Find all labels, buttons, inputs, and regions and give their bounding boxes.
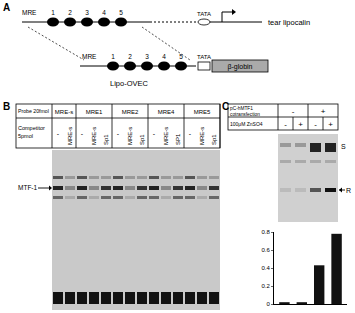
svg-text:-: -: [189, 130, 192, 137]
svg-text:MRE: MRE: [82, 53, 97, 60]
svg-text:MRE2: MRE2: [122, 109, 139, 115]
svg-text:3: 3: [145, 53, 149, 60]
svg-text:TATA: TATA: [197, 54, 211, 60]
svg-text:-: -: [314, 120, 317, 129]
svg-text:cotransfection: cotransfection: [230, 112, 260, 117]
svg-text:B: B: [3, 101, 10, 112]
svg-text:Lipo-OVEC: Lipo-OVEC: [110, 79, 149, 88]
svg-text:MTF-1: MTF-1: [18, 184, 38, 191]
svg-text:Sp1: Sp1: [211, 134, 217, 145]
svg-text:tear lipocalin: tear lipocalin: [268, 18, 310, 27]
svg-text:Sp1: Sp1: [139, 134, 145, 145]
svg-text:0.2: 0.2: [261, 283, 270, 289]
svg-text:MRE-s: MRE-s: [199, 127, 205, 145]
svg-text:Competitor: Competitor: [18, 125, 45, 131]
svg-text:-: -: [292, 107, 295, 116]
svg-text:+: +: [298, 120, 303, 129]
svg-text:S: S: [341, 143, 346, 150]
svg-text:MRE4: MRE4: [158, 109, 175, 115]
svg-text:0.8: 0.8: [261, 229, 270, 235]
svg-text:100μM ZnSO4: 100μM ZnSO4: [230, 121, 263, 127]
svg-text:MRE-s: MRE-s: [91, 127, 97, 145]
svg-text:Sp1: Sp1: [103, 134, 109, 145]
svg-text:1: 1: [51, 9, 55, 16]
svg-text:1: 1: [111, 53, 115, 60]
svg-text:4: 4: [102, 9, 106, 16]
svg-text:-: -: [57, 130, 60, 137]
svg-text:-: -: [153, 130, 156, 137]
svg-text:-: -: [284, 120, 287, 129]
svg-text:0: 0: [266, 301, 270, 307]
svg-text:5: 5: [119, 9, 123, 16]
svg-text:SP1: SP1: [175, 133, 181, 145]
svg-text:Probe 20fmol: Probe 20fmol: [18, 108, 49, 114]
svg-text:pC-hMTF1: pC-hMTF1: [230, 106, 253, 111]
svg-text:3: 3: [85, 9, 89, 16]
svg-text:5: 5: [179, 53, 183, 60]
svg-text:2: 2: [128, 53, 132, 60]
svg-text:MRE-s: MRE-s: [163, 127, 169, 145]
svg-text:+: +: [328, 120, 333, 129]
svg-text:MRE-s: MRE-s: [67, 127, 73, 145]
svg-text:-: -: [117, 130, 120, 137]
svg-text:MRE1: MRE1: [86, 109, 103, 115]
svg-text:-: -: [81, 130, 84, 137]
svg-text:5pmol: 5pmol: [18, 133, 33, 139]
svg-text:MRE-s: MRE-s: [55, 109, 73, 115]
svg-text:C: C: [222, 101, 230, 112]
svg-text:β-globin: β-globin: [227, 63, 252, 71]
svg-text:TATA: TATA: [197, 11, 211, 17]
svg-text:+: +: [321, 107, 326, 116]
svg-text:0.4: 0.4: [261, 265, 270, 271]
svg-text:R: R: [346, 187, 351, 194]
svg-text:MRE-s: MRE-s: [127, 127, 133, 145]
svg-text:A: A: [3, 2, 10, 13]
svg-text:0.6: 0.6: [261, 247, 270, 253]
svg-text:MRE5: MRE5: [194, 109, 211, 115]
svg-text:2: 2: [68, 9, 72, 16]
svg-text:4: 4: [162, 53, 166, 60]
svg-text:MRE: MRE: [22, 9, 37, 16]
